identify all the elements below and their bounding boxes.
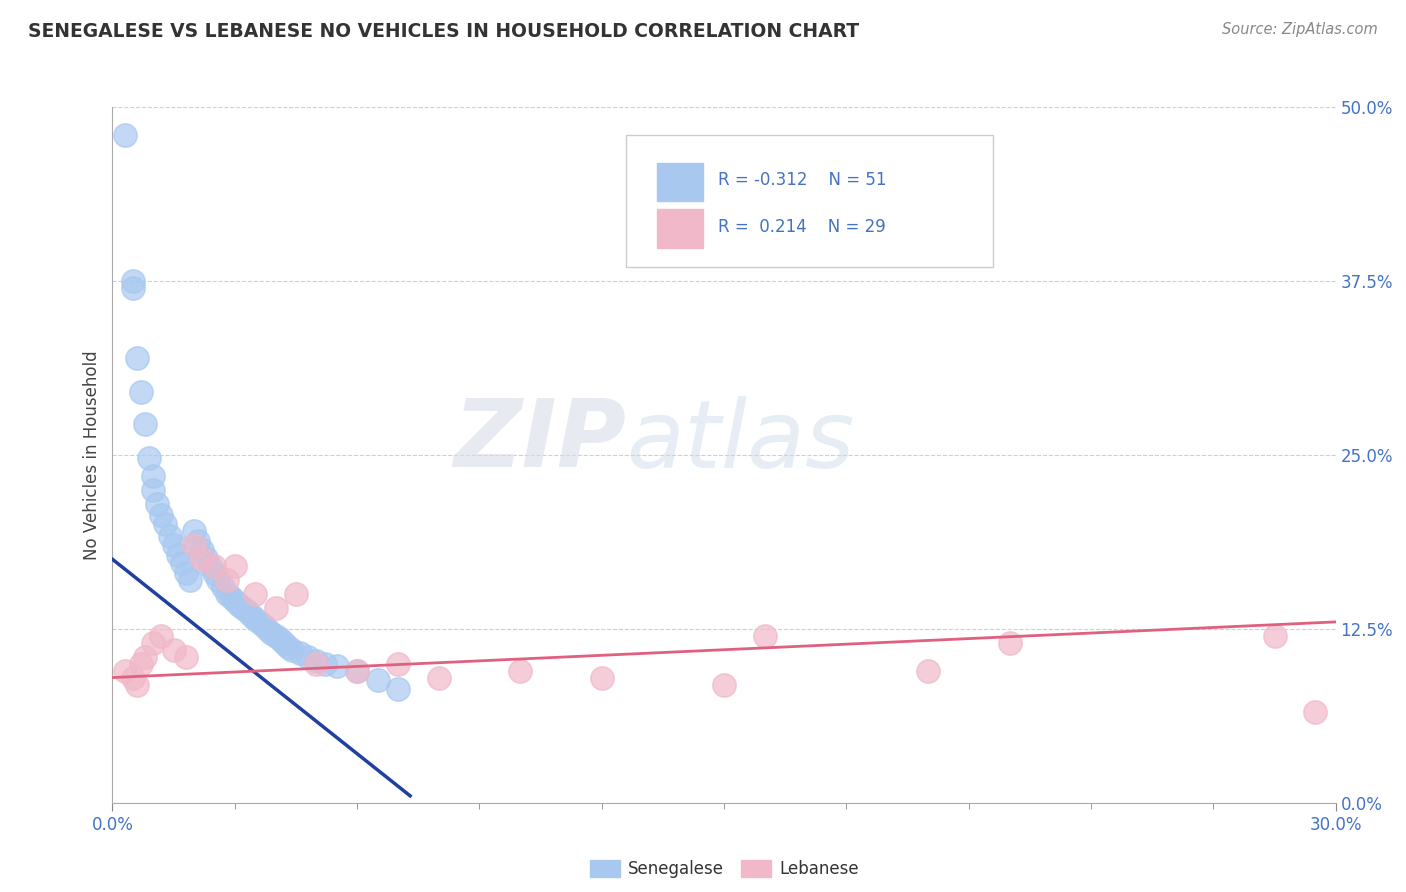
Point bbox=[191, 542, 214, 557]
Point bbox=[591, 671, 613, 685]
Point bbox=[191, 552, 214, 566]
Point bbox=[125, 677, 148, 691]
Text: R = -0.312    N = 51: R = -0.312 N = 51 bbox=[718, 171, 886, 189]
Point bbox=[183, 524, 205, 539]
Point bbox=[122, 274, 145, 288]
Point bbox=[122, 671, 145, 685]
Point bbox=[207, 573, 229, 587]
Point bbox=[427, 671, 450, 685]
Point bbox=[284, 587, 308, 601]
Point bbox=[187, 534, 209, 549]
Point bbox=[281, 642, 304, 657]
Point bbox=[387, 681, 409, 696]
Point bbox=[277, 640, 299, 654]
Point bbox=[134, 649, 156, 664]
Bar bbox=[657, 210, 703, 248]
Point bbox=[314, 657, 336, 671]
Legend: Senegalese, Lebanese: Senegalese, Lebanese bbox=[583, 854, 865, 885]
Point bbox=[273, 636, 295, 650]
Point bbox=[150, 629, 173, 643]
Point bbox=[200, 559, 222, 574]
Point bbox=[264, 629, 287, 643]
Point bbox=[509, 664, 531, 678]
Point bbox=[134, 417, 156, 432]
Point bbox=[224, 594, 246, 608]
Point bbox=[146, 497, 169, 511]
Point bbox=[219, 590, 242, 604]
Point bbox=[142, 468, 165, 483]
Point bbox=[366, 673, 388, 688]
Point bbox=[125, 351, 148, 365]
Point bbox=[215, 587, 238, 601]
Point bbox=[204, 566, 226, 581]
Point bbox=[326, 659, 349, 673]
Text: atlas: atlas bbox=[626, 395, 855, 486]
Point bbox=[245, 587, 267, 601]
Point bbox=[232, 601, 254, 615]
Point bbox=[170, 557, 193, 571]
Point bbox=[713, 677, 735, 691]
Point bbox=[179, 573, 201, 587]
Point bbox=[204, 559, 226, 574]
Point bbox=[159, 528, 181, 542]
Point bbox=[215, 573, 238, 587]
Point bbox=[236, 604, 259, 618]
Point bbox=[917, 664, 939, 678]
Point bbox=[122, 281, 145, 295]
Point bbox=[346, 664, 368, 678]
Bar bbox=[657, 162, 703, 201]
Point bbox=[163, 642, 186, 657]
Point bbox=[138, 450, 160, 465]
Text: ZIP: ZIP bbox=[453, 395, 626, 487]
Point bbox=[142, 636, 165, 650]
Point bbox=[998, 636, 1021, 650]
Point bbox=[129, 657, 152, 671]
Point bbox=[387, 657, 409, 671]
Point bbox=[174, 566, 197, 581]
Point bbox=[305, 654, 328, 668]
Point bbox=[260, 626, 283, 640]
Point bbox=[174, 649, 197, 664]
Point bbox=[252, 617, 274, 632]
Point bbox=[114, 664, 136, 678]
Point bbox=[150, 508, 173, 522]
Point bbox=[228, 598, 250, 612]
Text: SENEGALESE VS LEBANESE NO VEHICLES IN HOUSEHOLD CORRELATION CHART: SENEGALESE VS LEBANESE NO VEHICLES IN HO… bbox=[28, 22, 859, 41]
Point bbox=[195, 550, 218, 565]
Point bbox=[114, 128, 136, 142]
Point bbox=[288, 646, 311, 660]
Point bbox=[247, 615, 270, 629]
Point bbox=[264, 601, 287, 615]
Point bbox=[163, 538, 186, 552]
Point bbox=[211, 580, 233, 594]
Y-axis label: No Vehicles in Household: No Vehicles in Household bbox=[83, 350, 101, 560]
Point bbox=[297, 649, 319, 664]
Text: R =  0.214    N = 29: R = 0.214 N = 29 bbox=[718, 218, 886, 235]
Point bbox=[256, 622, 278, 636]
Point bbox=[1305, 706, 1327, 720]
Point bbox=[305, 657, 328, 671]
Point bbox=[183, 538, 205, 552]
Point bbox=[129, 385, 152, 400]
Point bbox=[269, 632, 291, 646]
Point bbox=[155, 517, 177, 532]
Point bbox=[245, 612, 267, 626]
Point bbox=[1264, 629, 1286, 643]
Text: Source: ZipAtlas.com: Source: ZipAtlas.com bbox=[1222, 22, 1378, 37]
Point bbox=[754, 629, 776, 643]
FancyBboxPatch shape bbox=[626, 135, 993, 267]
Point bbox=[142, 483, 165, 497]
Point bbox=[166, 548, 188, 562]
Point bbox=[224, 559, 246, 574]
Point bbox=[240, 607, 263, 622]
Point bbox=[346, 664, 368, 678]
